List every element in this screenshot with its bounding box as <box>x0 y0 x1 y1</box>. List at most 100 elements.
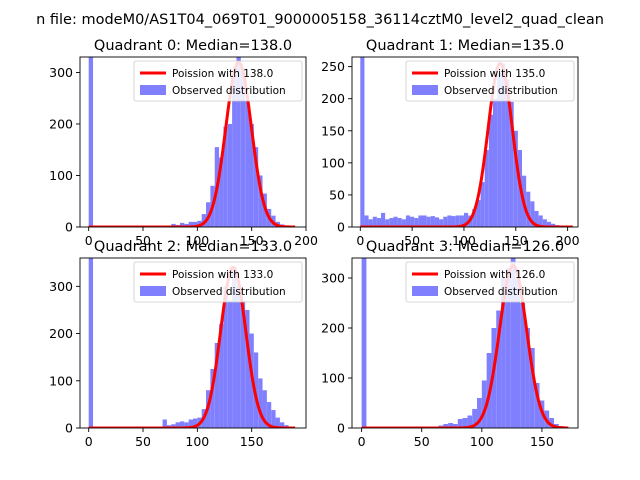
hist-bar <box>405 215 411 227</box>
hist-bar <box>542 219 547 227</box>
hist-bar <box>262 390 267 428</box>
x-tick-label: 0 <box>358 434 366 449</box>
hist-bar <box>401 219 406 227</box>
x-tick-label: 0 <box>85 434 93 449</box>
hist-bar <box>515 278 521 428</box>
hist-bar <box>447 215 452 227</box>
x-tick-label: 150 <box>240 233 264 248</box>
y-tick-label: 50 <box>329 187 345 202</box>
hist-bar <box>457 419 463 428</box>
y-tick-label: 300 <box>321 271 345 286</box>
x-tick-label: 50 <box>135 233 151 248</box>
hist-bar <box>245 309 250 428</box>
hist-bar <box>210 368 215 428</box>
hist-bar <box>459 215 464 227</box>
y-tick-label: 100 <box>49 373 73 388</box>
y-tick-label: 100 <box>321 155 345 170</box>
x-tick-label: 150 <box>504 233 528 248</box>
hist-bar <box>184 223 189 227</box>
y-tick-label: 0 <box>65 220 73 235</box>
hist-bar <box>266 402 272 428</box>
hist-bar <box>434 217 440 227</box>
legend-box <box>405 60 575 102</box>
legend-bar-swatch <box>140 286 166 296</box>
hist-bar <box>501 63 506 227</box>
y-tick-label: 0 <box>337 421 345 436</box>
hist-bar <box>232 75 237 227</box>
hist-bar <box>501 278 506 428</box>
hist-bar <box>546 221 552 227</box>
x-tick-label: 50 <box>414 434 430 449</box>
legend-bar-swatch <box>412 286 438 296</box>
hist-bar <box>472 209 477 227</box>
hist-bar <box>505 268 511 428</box>
hist-bar <box>418 215 423 227</box>
hist-bar <box>271 410 276 428</box>
hist-bar <box>549 418 554 428</box>
hist-bar <box>414 218 419 227</box>
hist-bar <box>193 221 198 227</box>
hist-bar <box>467 415 473 428</box>
subplot-title: Quadrant 3: Median=126.0 <box>366 239 564 255</box>
hist-bar <box>452 424 458 428</box>
hist-bar <box>430 216 435 227</box>
hist-bar <box>496 310 502 428</box>
hist-bar <box>393 216 398 227</box>
hist-bar <box>530 201 535 227</box>
x-tick-label: 100 <box>185 434 209 449</box>
hist-bar <box>526 191 531 227</box>
plot-area <box>359 57 574 227</box>
y-tick-label: 150 <box>321 123 345 138</box>
hist-bar <box>492 98 498 227</box>
legend: Poission with 135.0 Observed distribution <box>405 60 575 102</box>
hist-bar <box>245 100 250 227</box>
y-tick-label: 100 <box>321 371 345 386</box>
hist-bar <box>219 324 224 428</box>
hist-bar <box>534 210 539 227</box>
axes-frame <box>351 56 579 228</box>
hist-bar <box>389 218 394 227</box>
hist-bar <box>484 150 489 227</box>
x-tick-label: 50 <box>404 233 420 248</box>
hist-bar <box>551 223 556 227</box>
hist-bar <box>455 215 460 227</box>
x-tick-label: 100 <box>452 233 476 248</box>
legend-bar-label: Observed distribution <box>172 286 286 298</box>
legend: Poission with 126.0 Observed distribution <box>405 261 575 303</box>
x-tick-label: 0 <box>85 233 93 248</box>
hist-bar <box>88 57 94 227</box>
hist-bar <box>513 130 518 227</box>
hist-bar <box>279 422 285 428</box>
legend-bar-label: Observed distribution <box>172 85 286 97</box>
hist-bar <box>223 286 228 428</box>
hist-bar <box>480 182 485 227</box>
hist-bar <box>481 380 487 428</box>
axes-frame <box>79 257 307 429</box>
hist-bar <box>385 219 390 227</box>
legend-bar-label: Observed distribution <box>444 85 558 97</box>
hist-bar <box>534 383 540 428</box>
hist-bar <box>214 343 220 428</box>
hist-bar <box>397 218 402 227</box>
plot-area <box>87 258 297 428</box>
hist-bar <box>162 419 167 428</box>
hist-bar <box>472 409 478 428</box>
legend-bar-swatch <box>412 85 438 95</box>
hist-bar <box>175 422 180 428</box>
figure-suptitle: n file: modeM0/AS1T04_069T01_9000005158_… <box>36 12 604 28</box>
y-tick-label: 250 <box>321 59 345 74</box>
hist-bar <box>477 398 482 428</box>
hist-bar <box>258 175 263 227</box>
hist-bar <box>361 258 367 428</box>
x-tick-label: 150 <box>530 434 554 449</box>
y-tick-label: 100 <box>49 168 73 183</box>
y-tick-label: 200 <box>49 116 73 131</box>
hist-bar <box>188 419 193 428</box>
hist-bar <box>227 300 233 428</box>
hist-bar <box>236 286 241 428</box>
poisson-curve <box>87 265 297 428</box>
subplot-title: Quadrant 1: Median=135.0 <box>366 38 564 54</box>
hist-bar <box>476 200 481 227</box>
hist-bar <box>227 123 233 227</box>
